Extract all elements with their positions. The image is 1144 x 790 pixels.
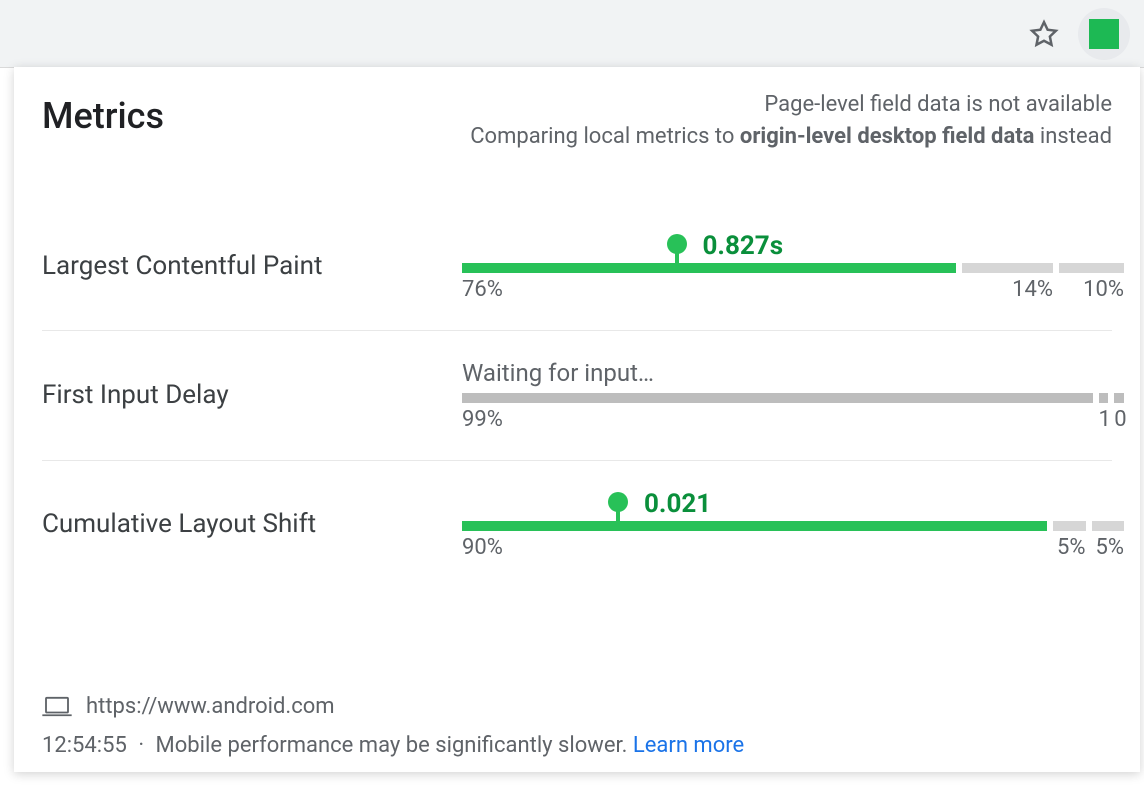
subtitle-line-2: Comparing local metrics to origin-level …: [470, 121, 1112, 153]
footer-message: Mobile performance may be significantly …: [156, 733, 628, 758]
desktop-icon: [42, 696, 72, 718]
segment-label: 10%: [1059, 277, 1124, 302]
metric-name: Largest Contentful Paint: [42, 251, 462, 281]
learn-more-link[interactable]: Learn more: [633, 733, 744, 758]
marker-dot-icon: [667, 234, 687, 254]
metric-chart: Waiting for input… 99%10: [462, 359, 1112, 432]
panel-footer: https://www.android.com 12:54:55 · Mobil…: [42, 694, 1112, 758]
footer-separator: ·: [138, 733, 144, 758]
metric-name: Cumulative Layout Shift: [42, 509, 462, 539]
bar-segment: [1114, 393, 1124, 403]
bar-segment: [462, 521, 1047, 531]
segment-label: 76%: [462, 277, 956, 302]
segment-label: 90%: [462, 535, 1047, 560]
web-vitals-panel: Metrics Page-level field data is not ava…: [14, 67, 1140, 772]
metric-value: 0.021: [644, 489, 711, 519]
panel-title: Metrics: [42, 95, 164, 137]
bar-segment: [1059, 263, 1124, 273]
footer-time: 12:54:55: [42, 733, 127, 758]
bar-segment: [462, 393, 1093, 403]
browser-toolbar: [0, 0, 1144, 68]
segment-label: 0: [1114, 407, 1124, 432]
segment-label: 14%: [962, 277, 1053, 302]
panel-header: Metrics Page-level field data is not ava…: [42, 89, 1112, 153]
footer-status-line: 12:54:55 · Mobile performance may be sig…: [42, 733, 1112, 758]
bar-segment: [1099, 393, 1109, 403]
metrics-list: Largest Contentful Paint 0.827s 76%14%10% F…: [42, 203, 1112, 588]
metric-chart: 0.021 90%5%5%: [462, 489, 1112, 560]
footer-url: https://www.android.com: [86, 694, 335, 719]
bar-segment: [462, 263, 956, 273]
metric-row-fid: First Input DelayWaiting for input… 99%10: [42, 331, 1112, 461]
bar-segment: [1053, 521, 1086, 531]
distribution-labels: 90%5%5%: [462, 535, 1112, 560]
segment-label: 5%: [1053, 535, 1086, 560]
distribution-labels: 99%10: [462, 407, 1112, 432]
segment-label: 99%: [462, 407, 1093, 432]
extension-button[interactable]: [1078, 8, 1130, 60]
distribution-bar: [462, 521, 1112, 531]
metric-chart: 0.827s 76%14%10%: [462, 231, 1112, 302]
extension-status-icon: [1089, 19, 1119, 49]
panel-subtitle: Page-level field data is not available C…: [470, 89, 1112, 153]
segment-label: 1: [1099, 407, 1109, 432]
metric-value: 0.827s: [703, 231, 784, 261]
metric-name: First Input Delay: [42, 380, 462, 410]
marker-stem: [675, 253, 679, 269]
marker-dot-icon: [608, 492, 628, 512]
metric-row-lcp: Largest Contentful Paint 0.827s 76%14%10%: [42, 203, 1112, 331]
distribution-labels: 76%14%10%: [462, 277, 1112, 302]
waiting-label: Waiting for input…: [462, 359, 1112, 387]
segment-label: 5%: [1092, 535, 1125, 560]
background-page-text: t: [0, 370, 14, 499]
bar-segment: [1092, 521, 1125, 531]
value-row: 0.827s: [462, 231, 1112, 263]
distribution-bar: [462, 393, 1112, 403]
metric-row-cls: Cumulative Layout Shift 0.021 90%5%5%: [42, 461, 1112, 588]
marker-stem: [616, 511, 620, 527]
bookmark-star-icon[interactable]: [1026, 16, 1062, 52]
value-row: 0.021: [462, 489, 1112, 521]
marker: [667, 234, 687, 269]
distribution-bar: [462, 263, 1112, 273]
bar-segment: [962, 263, 1053, 273]
subtitle-line-1: Page-level field data is not available: [470, 89, 1112, 121]
footer-url-line: https://www.android.com: [42, 694, 1112, 719]
marker: [608, 492, 628, 527]
